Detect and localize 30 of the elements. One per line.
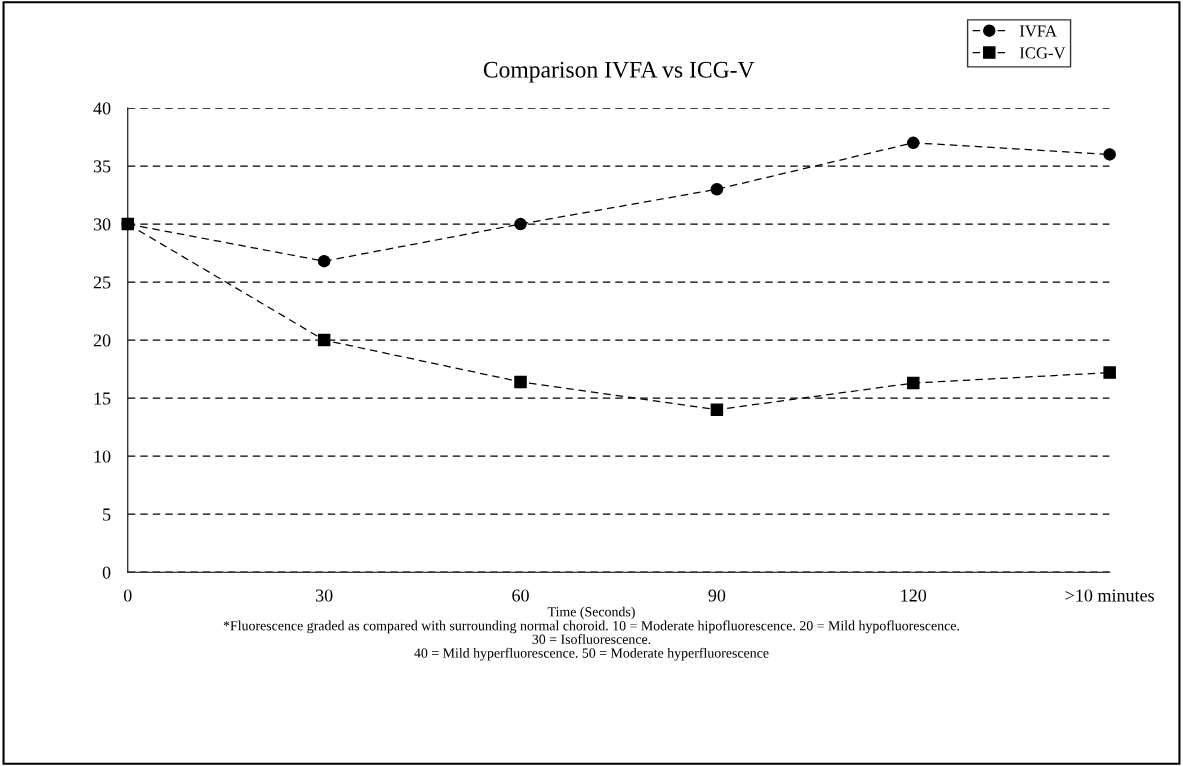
y-tick-label: 10	[94, 450, 111, 463]
legend-label: IVFA	[1019, 25, 1057, 37]
y-tick-label: 25	[93, 276, 111, 289]
point	[317, 254, 331, 268]
y-tick-label: 5	[103, 508, 111, 521]
y-tick-label: 35	[93, 160, 111, 173]
x-tick-label: 120	[901, 589, 927, 602]
text: *Fluorescence graded as compared with surrounding normal choroid. 10 = Moderate hipofluorescence. 20 = Mild hypofluorescence. 30 = Isofluorescence. 40 = Mild hyperfluorescence. 50 = Moderate hyperfluorescence	[223, 620, 960, 661]
y-tick-label: 30	[93, 218, 111, 231]
chart-title: Comparison IVFA vs ICG-V	[483, 61, 755, 83]
x-axis-title: Time (Seconds)	[547, 606, 635, 620]
x-tick-label: 0	[123, 589, 132, 602]
point	[514, 217, 527, 231]
legend-label: ICG-V	[1019, 47, 1066, 59]
y-tick-label: 0	[102, 566, 111, 579]
x-tick-label: 90	[708, 589, 726, 602]
x-tick-label: >10 minutes	[1065, 589, 1154, 602]
y-tick-label: 20	[93, 334, 111, 347]
x-tick-label: 60	[512, 589, 529, 602]
point	[317, 333, 331, 347]
point	[907, 136, 920, 150]
point	[907, 376, 920, 390]
point	[710, 403, 724, 416]
point	[514, 375, 527, 389]
point	[1103, 148, 1116, 161]
x-tick-label: 30	[315, 589, 333, 602]
point	[1103, 366, 1116, 379]
y-tick-label: 40	[93, 102, 111, 115]
y-tick-label: 15	[94, 392, 111, 405]
point	[710, 182, 724, 196]
